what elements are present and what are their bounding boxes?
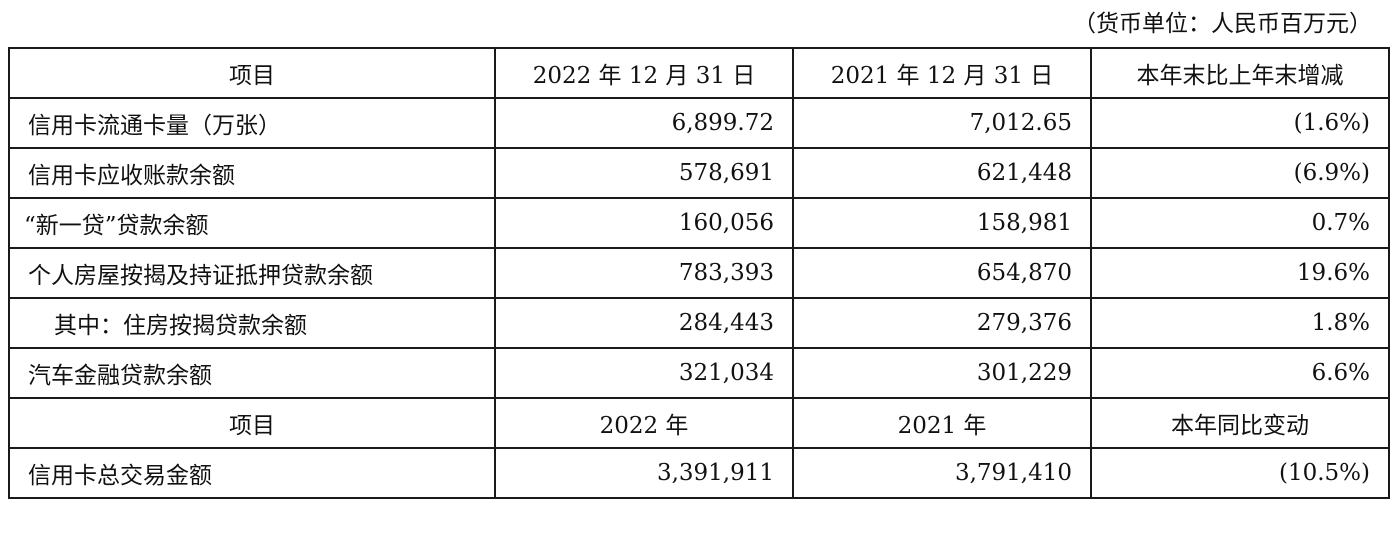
header-2022-year: 2022 年	[494, 397, 794, 449]
header-2021-year: 2021 年	[792, 397, 1092, 449]
row-label: 信用卡总交易金额	[8, 447, 496, 499]
row-label: “新一贷”贷款余额	[8, 197, 496, 249]
value-2022: 578,691	[494, 147, 794, 199]
table-header-row: 项目 2022 年 12 月 31 日 2021 年 12 月 31 日 本年末…	[8, 47, 1390, 99]
header-item: 项目	[8, 397, 496, 449]
header-2021-year-end: 2021 年 12 月 31 日	[792, 47, 1092, 99]
value-change: (6.9%)	[1090, 147, 1390, 199]
table-row: 信用卡流通卡量（万张） 6,899.72 7,012.65 (1.6%)	[8, 97, 1390, 149]
table-row: 信用卡应收账款余额 578,691 621,448 (6.9%)	[8, 147, 1390, 199]
value-2021: 301,229	[792, 347, 1092, 399]
value-change: (10.5%)	[1090, 447, 1390, 499]
value-2022: 160,056	[494, 197, 794, 249]
row-label: 信用卡应收账款余额	[8, 147, 496, 199]
row-label: 其中：住房按揭贷款余额	[8, 297, 496, 349]
value-2022: 6,899.72	[494, 97, 794, 149]
value-2021: 7,012.65	[792, 97, 1092, 149]
value-change: 6.6%	[1090, 347, 1390, 399]
header-yoy-change: 本年同比变动	[1090, 397, 1390, 449]
table-row: 汽车金融贷款余额 321,034 301,229 6.6%	[8, 347, 1390, 399]
table-row: “新一贷”贷款余额 160,056 158,981 0.7%	[8, 197, 1390, 249]
row-label: 个人房屋按揭及持证抵押贷款余额	[8, 247, 496, 299]
value-2022: 321,034	[494, 347, 794, 399]
value-2021: 621,448	[792, 147, 1092, 199]
header-item: 项目	[8, 47, 496, 99]
header-2022-year-end: 2022 年 12 月 31 日	[494, 47, 794, 99]
value-2022: 284,443	[494, 297, 794, 349]
row-label: 信用卡流通卡量（万张）	[8, 97, 496, 149]
currency-unit-note: （货币单位：人民币百万元）	[1073, 11, 1372, 37]
value-2021: 3,791,410	[792, 447, 1092, 499]
value-change: 1.8%	[1090, 297, 1390, 349]
table-row: 信用卡总交易金额 3,391,911 3,791,410 (10.5%)	[8, 447, 1390, 499]
value-2021: 654,870	[792, 247, 1092, 299]
row-label: 汽车金融贷款余额	[8, 347, 496, 399]
table-row: 个人房屋按揭及持证抵押贷款余额 783,393 654,870 19.6%	[8, 247, 1390, 299]
value-2022: 783,393	[494, 247, 794, 299]
table-row: 其中：住房按揭贷款余额 284,443 279,376 1.8%	[8, 297, 1390, 349]
value-2021: 279,376	[792, 297, 1092, 349]
value-change: 19.6%	[1090, 247, 1390, 299]
value-2022: 3,391,911	[494, 447, 794, 499]
value-change: 0.7%	[1090, 197, 1390, 249]
value-2021: 158,981	[792, 197, 1092, 249]
header-change: 本年末比上年末增减	[1090, 47, 1390, 99]
financial-data-table: 项目 2022 年 12 月 31 日 2021 年 12 月 31 日 本年末…	[8, 47, 1390, 499]
table-subheader-row: 项目 2022 年 2021 年 本年同比变动	[8, 397, 1390, 449]
value-change: (1.6%)	[1090, 97, 1390, 149]
